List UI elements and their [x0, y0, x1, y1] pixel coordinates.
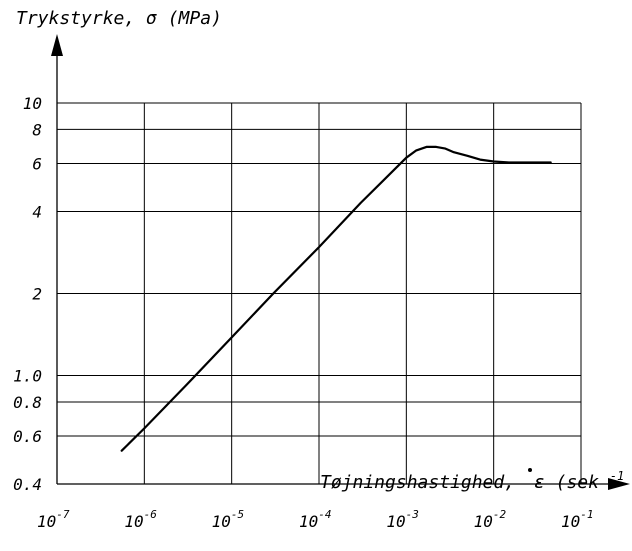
y-tick-label: 2	[32, 285, 42, 304]
x-axis-label-text: Tøjningshastighed,	[320, 472, 515, 493]
x-tick-label: 10-2	[474, 508, 507, 531]
grid	[57, 102, 582, 485]
x-tick-label: 10-4	[299, 508, 332, 531]
y-tick-label: 0.4	[13, 475, 42, 494]
axes	[51, 34, 630, 490]
x-tick-label: 10-1	[561, 508, 594, 531]
y-tick-label: 10	[23, 94, 42, 113]
y-axis-label: Trykstyrke, σ (MPa)	[16, 8, 222, 29]
y-tick-label: 0.8	[13, 393, 42, 412]
y-tick-label: 4	[32, 202, 42, 221]
y-tick-label: 6	[32, 154, 42, 173]
y-tick-labels: 0.4 0.6 0.8 1.0 2 4 6 8 10	[13, 94, 42, 494]
series-line	[120, 145, 552, 452]
x-tick-labels: 10-7 10-6 10-5 10-4 10-3 10-2 10-1	[37, 508, 594, 531]
y-axis-arrow	[51, 34, 63, 56]
x-axis-label-dot	[528, 468, 532, 472]
x-axis-label: Tøjningshastighed, ε (sek -1 )	[320, 464, 632, 493]
y-tick-label: 0.6	[13, 427, 42, 446]
x-axis-label-unit-exp: -1	[610, 469, 624, 483]
x-axis-label-unit-open: (sek	[556, 472, 600, 493]
y-tick-label: 8	[32, 120, 42, 139]
x-tick-label: 10-3	[386, 508, 419, 531]
x-tick-label: 10-6	[124, 508, 157, 531]
x-tick-label: 10-7	[37, 508, 70, 531]
x-axis-label-symbol: ε	[534, 472, 545, 493]
y-tick-label: 1.0	[13, 367, 42, 386]
x-axis-arrow	[608, 478, 630, 490]
x-tick-label: 10-5	[212, 508, 245, 531]
